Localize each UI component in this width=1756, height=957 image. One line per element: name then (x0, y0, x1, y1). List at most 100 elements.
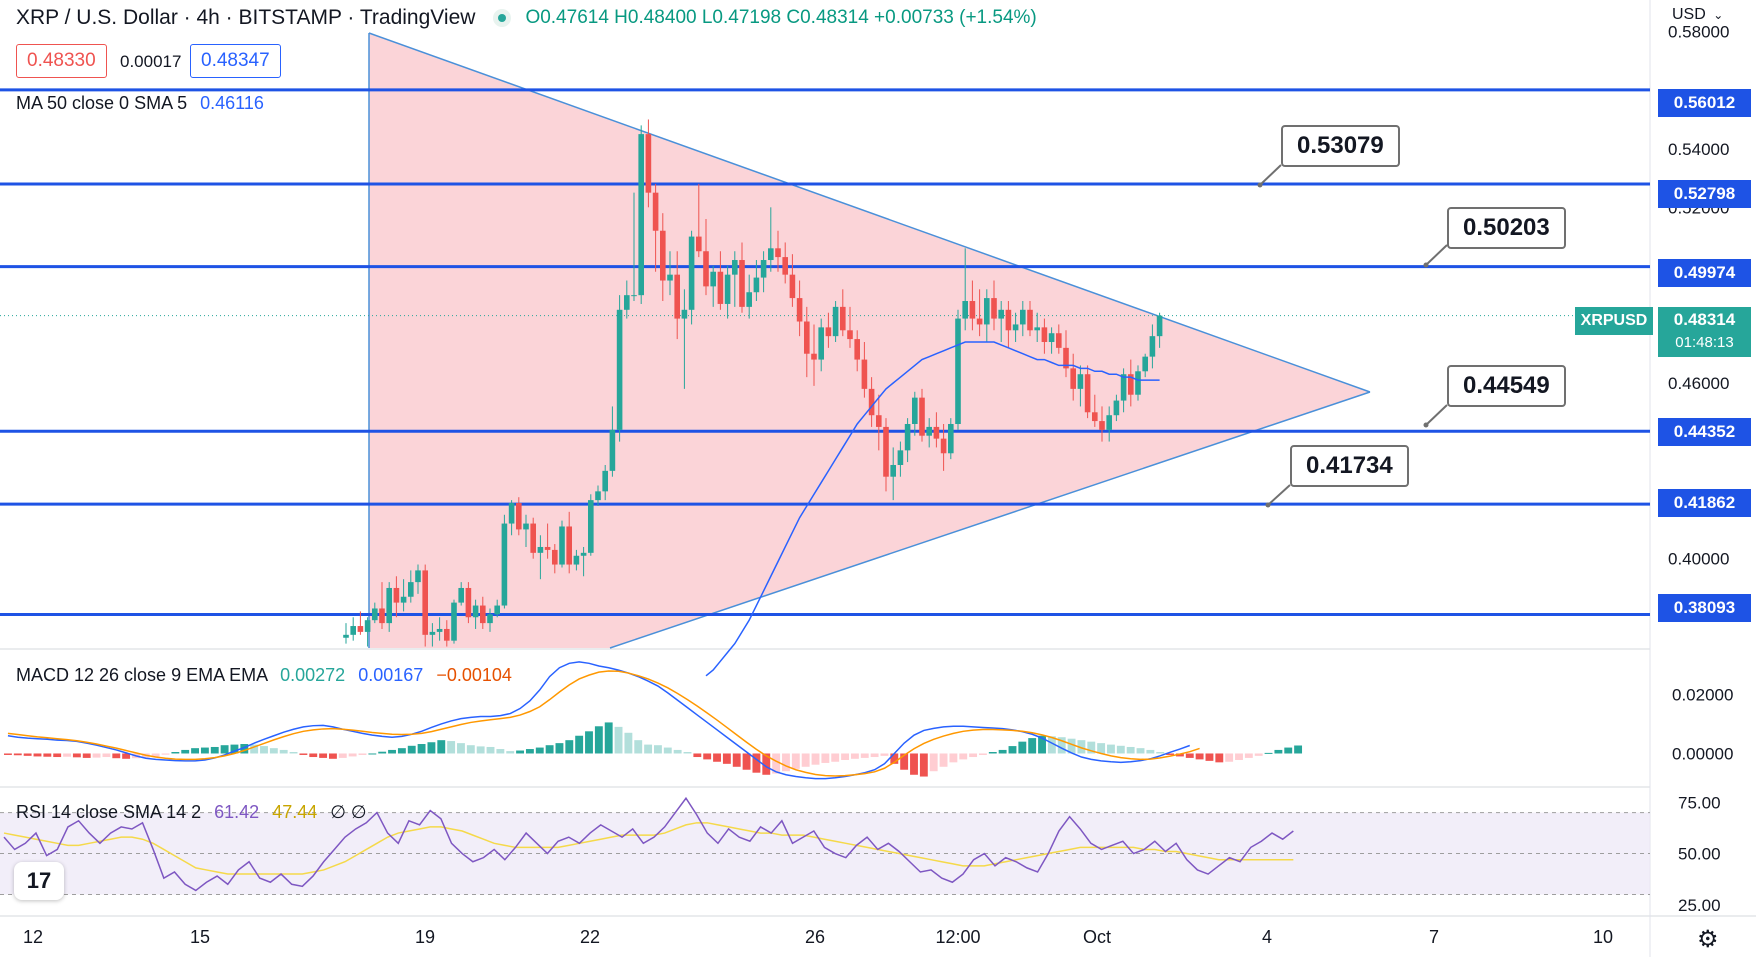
candle-body (624, 295, 630, 310)
annotation-anchor (1423, 422, 1429, 428)
time-tick-label: 12 (23, 927, 43, 947)
candle-body (602, 470, 608, 492)
candle-body (674, 274, 680, 319)
market-open-dot-icon (493, 9, 512, 27)
price-tick-label: 0.58000 (1668, 23, 1729, 42)
macd-histogram-bar (486, 746, 495, 754)
candle-body (868, 388, 875, 416)
macd-histogram-bar (575, 735, 584, 754)
macd-histogram-bar (417, 744, 426, 754)
candle-body (940, 438, 947, 454)
macd-histogram-bar (998, 749, 1007, 754)
macd-histogram-bar (407, 745, 416, 754)
macd-histogram-bar (161, 753, 170, 755)
macd-histogram-bar (82, 753, 91, 758)
rsi-tick-label: 25.00 (1678, 896, 1721, 915)
candle-body (976, 318, 983, 325)
candle-body (645, 134, 652, 193)
macd-histogram-bar (151, 753, 160, 757)
macd-histogram-bar (397, 748, 406, 754)
currency-selector[interactable]: USD ⌄ (1672, 6, 1723, 24)
macd-histogram-bar (732, 753, 741, 767)
candle-body (861, 359, 868, 389)
candle-body (1070, 368, 1076, 389)
triangle-pattern-fill (369, 33, 1370, 648)
symbol-title[interactable]: XRP / U.S. Dollar · 4h · BITSTAMP · Trad… (16, 6, 476, 29)
annotation-callout-3[interactable]: 0.44549 (1447, 365, 1566, 407)
candle-body (400, 596, 407, 603)
macd-histogram-bar (979, 753, 987, 755)
candle-body (357, 626, 364, 632)
annotation-callout-1[interactable]: 0.53079 (1281, 125, 1400, 167)
sell-price-box[interactable]: 0.48330 (16, 44, 107, 78)
candle-body (1142, 356, 1148, 372)
macd-legend[interactable]: MACD 12 26 close 9 EMA EMA 0.00272 0.001… (16, 665, 512, 686)
tradingview-logo-icon[interactable]: 17 (14, 862, 64, 900)
ma-legend-label: MA 50 close 0 SMA 5 (16, 93, 188, 113)
candle-body (710, 271, 716, 287)
candle-body (372, 608, 378, 621)
candle-body (696, 236, 702, 252)
rsi-legend[interactable]: RSI 14 close SMA 14 2 61.42 47.44 ∅ ∅ (16, 802, 367, 823)
time-tick-label: 7 (1429, 927, 1439, 947)
macd-histogram-bar (772, 753, 781, 774)
macd-histogram-bar (555, 743, 564, 754)
candle-body (350, 626, 356, 635)
spread-value: 0.00017 (120, 52, 182, 71)
settings-gear-icon[interactable]: ⚙ (1697, 926, 1719, 953)
annotation-anchor (1265, 502, 1271, 508)
annotation-callout-2[interactable]: 0.50203 (1447, 207, 1566, 249)
candle-body (991, 298, 997, 319)
candle-body (688, 236, 695, 310)
candle-body (343, 634, 349, 638)
last-price-tag: 0.48314 01:48:13 (1658, 307, 1751, 357)
macd-histogram-bar (850, 753, 859, 759)
candle-body (1034, 327, 1040, 331)
candle-body (955, 318, 961, 424)
candle-body (933, 426, 940, 439)
candle-body (1099, 421, 1105, 430)
candle-body (501, 523, 508, 606)
macd-histogram-bar (388, 749, 396, 754)
candle-body (444, 628, 450, 641)
macd-histogram-bar (23, 753, 32, 756)
candle-body (768, 248, 774, 261)
last-price: 0.48314 (1673, 310, 1736, 329)
annotation-pointer (1425, 404, 1448, 426)
candle-body (890, 464, 896, 477)
macd-histogram-bar (654, 745, 662, 754)
candle-body (724, 274, 731, 304)
candle-body (753, 277, 760, 293)
macd-tick-label: 0.00000 (1672, 744, 1733, 763)
ma-legend[interactable]: MA 50 close 0 SMA 5 0.46116 (16, 93, 264, 114)
macd-histogram-bar (269, 748, 278, 754)
macd-histogram-bar (230, 744, 239, 754)
macd-histogram-bar (1146, 749, 1155, 754)
macd-histogram-bar (1195, 753, 1204, 760)
candle-body (1020, 309, 1026, 325)
annotation-callout-4[interactable]: 0.41734 (1290, 445, 1409, 487)
candle-body (494, 605, 500, 615)
macd-histogram-bar (880, 753, 889, 756)
candle-body (818, 327, 824, 360)
candle-body (516, 503, 522, 530)
candle-body (544, 546, 551, 550)
symbol-tag: XRPUSD (1575, 307, 1653, 335)
candle-body (984, 298, 990, 325)
candle-body (840, 306, 846, 331)
candle-body (739, 260, 745, 307)
rsi-value: 61.42 (214, 802, 260, 822)
candle-body (998, 309, 1004, 319)
logo-text: 17 (26, 868, 52, 893)
annotation-pointer (1425, 244, 1448, 266)
macd-histogram-bar (910, 753, 918, 775)
macd-histogram-bar (63, 753, 71, 757)
candle-body (573, 555, 580, 565)
macd-histogram-bar (1244, 753, 1253, 758)
buy-price-box[interactable]: 0.48347 (190, 44, 281, 78)
triangle-lower-trendline (609, 391, 1371, 649)
candle-body (393, 587, 400, 603)
candle-body (508, 503, 515, 524)
macd-histogram-bar (594, 726, 603, 754)
